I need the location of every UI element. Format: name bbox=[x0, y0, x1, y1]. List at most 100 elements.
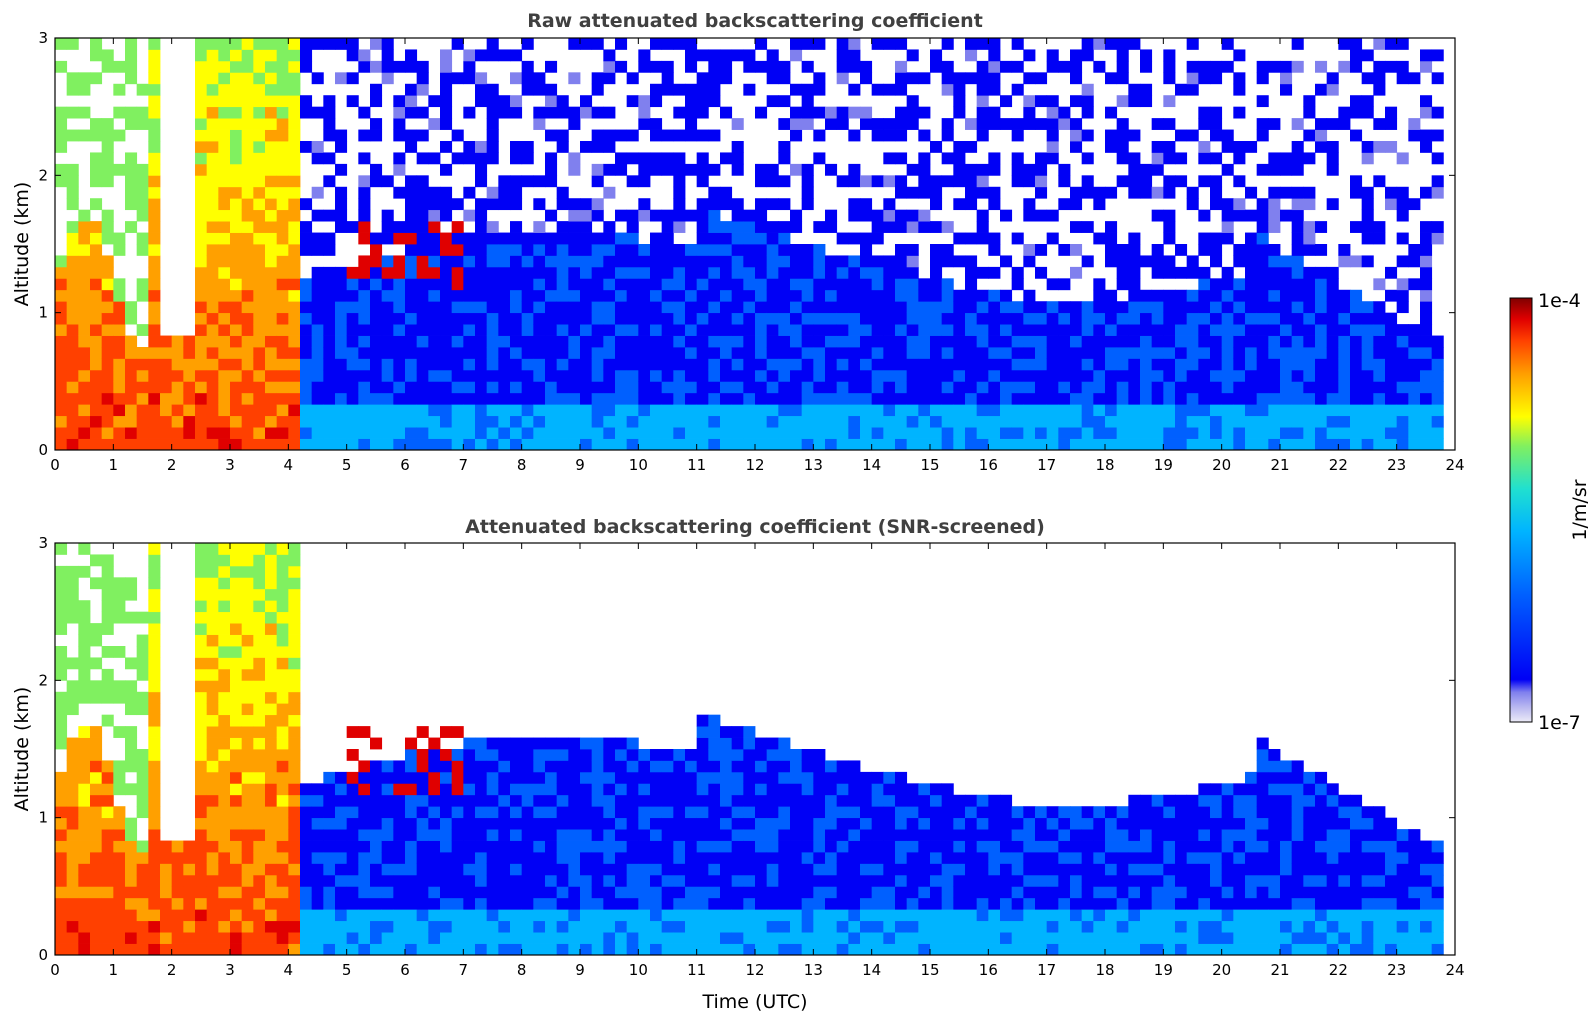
heatmap-cell bbox=[113, 829, 126, 841]
heatmap-cell bbox=[1105, 369, 1118, 382]
heatmap-cell bbox=[813, 932, 826, 944]
heatmap-cell bbox=[475, 415, 488, 428]
heatmap-cell bbox=[276, 186, 289, 199]
heatmap-cell bbox=[1163, 255, 1176, 268]
heatmap-cell bbox=[1081, 347, 1094, 359]
heatmap-cell bbox=[335, 335, 348, 348]
heatmap-cell bbox=[230, 427, 243, 439]
heatmap-cell bbox=[1315, 266, 1328, 279]
heatmap-cell bbox=[195, 335, 208, 348]
heatmap-cell bbox=[1046, 209, 1059, 222]
heatmap-cell bbox=[556, 404, 569, 417]
heatmap-cell bbox=[55, 806, 68, 819]
heatmap-cell bbox=[253, 95, 266, 108]
heatmap-cell bbox=[930, 60, 943, 73]
heatmap-cell bbox=[428, 118, 441, 130]
heatmap-cell bbox=[1000, 369, 1013, 382]
heatmap-cell bbox=[288, 565, 301, 578]
heatmap-cell bbox=[766, 897, 779, 910]
heatmap-cell bbox=[848, 415, 861, 428]
heatmap-cell bbox=[1256, 209, 1269, 222]
heatmap-cell bbox=[825, 324, 838, 336]
heatmap-cell bbox=[1420, 335, 1433, 348]
heatmap-cell bbox=[78, 634, 91, 647]
heatmap-cell bbox=[405, 301, 418, 314]
heatmap-cell bbox=[136, 806, 149, 819]
heatmap-cell bbox=[930, 438, 943, 451]
heatmap-cell bbox=[486, 186, 499, 199]
heatmap-cell bbox=[253, 794, 266, 807]
heatmap-cell bbox=[148, 588, 161, 601]
heatmap-cell bbox=[1198, 312, 1211, 325]
heatmap-cell bbox=[1175, 415, 1188, 428]
heatmap-cell bbox=[731, 783, 744, 796]
heatmap-cell bbox=[1058, 920, 1071, 933]
heatmap-cell bbox=[696, 863, 709, 876]
heatmap-cell bbox=[766, 60, 779, 73]
x-tick-label: 13 bbox=[804, 456, 823, 474]
heatmap-cell bbox=[813, 829, 826, 841]
heatmap-cell bbox=[358, 920, 371, 933]
heatmap-cell bbox=[1081, 358, 1094, 371]
heatmap-cell bbox=[276, 806, 289, 819]
heatmap-cell bbox=[1361, 392, 1374, 405]
heatmap-cell bbox=[393, 163, 406, 176]
heatmap-cell bbox=[988, 852, 1001, 864]
heatmap-cell bbox=[1233, 83, 1246, 96]
heatmap-cell bbox=[486, 943, 499, 956]
heatmap-cell bbox=[160, 920, 173, 933]
heatmap-cell bbox=[171, 438, 184, 451]
heatmap-cell bbox=[90, 829, 103, 841]
heatmap-cell bbox=[813, 289, 826, 302]
heatmap-cell bbox=[253, 392, 266, 405]
heatmap-cell bbox=[55, 543, 68, 555]
heatmap-cell bbox=[1268, 221, 1281, 233]
heatmap-cell bbox=[230, 175, 243, 188]
heatmap-cell bbox=[78, 129, 91, 142]
heatmap-cell bbox=[276, 175, 289, 188]
heatmap-cell bbox=[673, 932, 686, 944]
heatmap-cell bbox=[1256, 232, 1269, 245]
heatmap-cell bbox=[1186, 186, 1199, 199]
heatmap-cell bbox=[101, 163, 114, 176]
heatmap-cell bbox=[55, 266, 68, 279]
heatmap-cell bbox=[1163, 392, 1176, 405]
heatmap-cell bbox=[895, 266, 908, 279]
heatmap-cell bbox=[988, 874, 1001, 887]
heatmap-cell bbox=[1350, 347, 1363, 359]
heatmap-cell bbox=[778, 897, 791, 910]
heatmap-cell bbox=[346, 438, 359, 451]
heatmap-cell bbox=[405, 49, 418, 62]
heatmap-cell bbox=[218, 289, 231, 302]
heatmap-cell bbox=[720, 324, 733, 336]
heatmap-cell bbox=[743, 726, 756, 738]
heatmap-cell bbox=[615, 771, 628, 784]
heatmap-cell bbox=[288, 611, 301, 624]
heatmap-cell bbox=[836, 817, 849, 830]
heatmap-cell bbox=[136, 392, 149, 405]
heatmap-cell bbox=[311, 266, 324, 279]
heatmap-cell bbox=[720, 106, 733, 119]
heatmap-cell bbox=[101, 829, 114, 841]
heatmap-cell bbox=[661, 163, 674, 176]
heatmap-cell bbox=[638, 60, 651, 73]
heatmap-cell bbox=[568, 943, 581, 956]
heatmap-cell bbox=[241, 244, 254, 256]
heatmap-cell bbox=[813, 72, 826, 85]
heatmap-cell bbox=[253, 852, 266, 864]
heatmap-cell bbox=[871, 886, 884, 899]
heatmap-cell bbox=[720, 49, 733, 62]
heatmap-cell bbox=[1116, 415, 1129, 428]
heatmap-cell bbox=[1280, 415, 1293, 428]
heatmap-cell bbox=[930, 141, 943, 153]
heatmap-cell bbox=[778, 198, 791, 211]
heatmap-cell bbox=[1256, 438, 1269, 451]
heatmap-cell bbox=[1151, 301, 1164, 314]
heatmap-cell bbox=[790, 863, 803, 876]
heatmap-cell bbox=[90, 49, 103, 62]
heatmap-cell bbox=[696, 771, 709, 784]
heatmap-cell bbox=[148, 920, 161, 933]
heatmap-cell bbox=[486, 244, 499, 256]
heatmap-cell bbox=[766, 404, 779, 417]
heatmap-cell bbox=[533, 909, 546, 922]
